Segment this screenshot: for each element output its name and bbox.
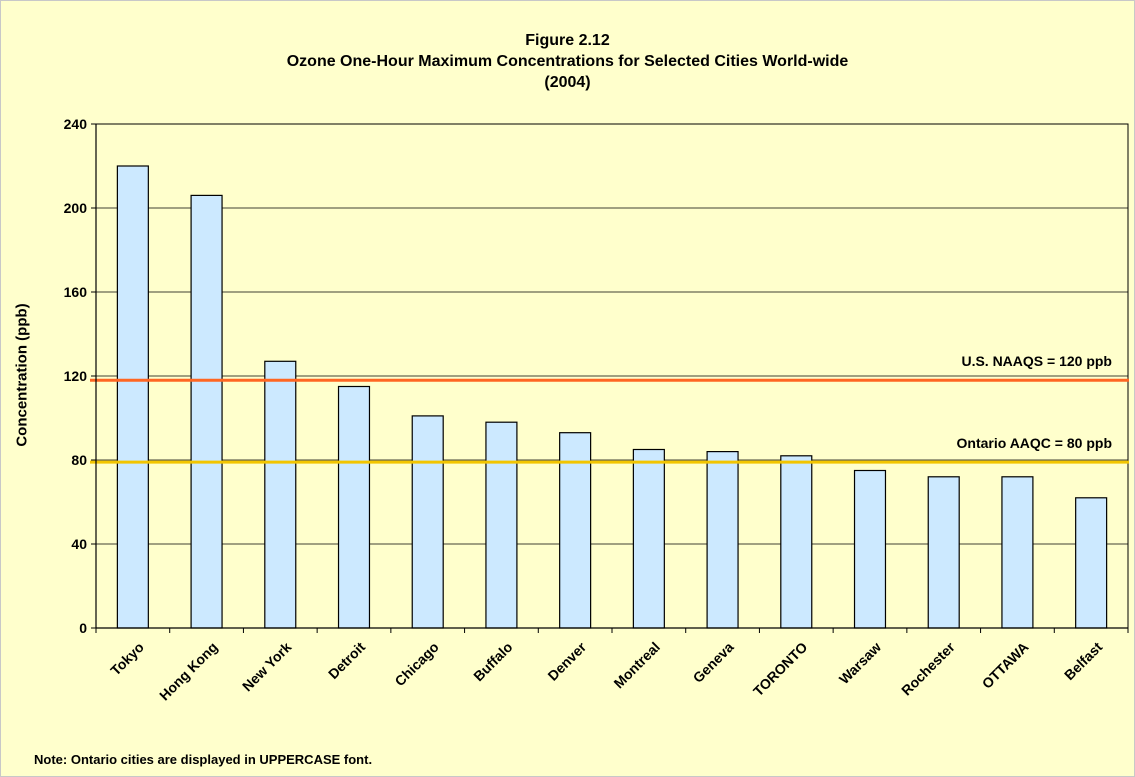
y-tick-label: 200 — [64, 200, 88, 216]
gridlines — [95, 123, 1129, 629]
y-tick-labels: 0 40 80 120 160 200 240 — [64, 116, 88, 636]
bar — [780, 455, 813, 629]
bar — [559, 432, 592, 629]
reference-line-label: U.S. NAAQS = 120 ppb — [961, 353, 1112, 369]
x-tick-label: TORONTO — [750, 639, 811, 700]
x-tick-labels: Tokyo Hong Kong New York Detroit Chicago Buff… — [107, 638, 1105, 703]
x-tick-label: Chicago — [391, 639, 441, 689]
x-tick-label: Detroit — [325, 639, 368, 682]
chart-subtitle-year: (2004) — [544, 74, 591, 91]
x-tick-label: New York — [239, 639, 295, 695]
x-tick-label: Buffalo — [470, 639, 515, 684]
reference-line-label: Ontario AAQC = 80 ppb — [957, 435, 1112, 451]
y-tick-label: 40 — [71, 536, 87, 552]
x-tick-label: Hong Kong — [156, 639, 221, 704]
y-tick-label: 160 — [64, 284, 88, 300]
bar — [485, 421, 518, 629]
bar — [853, 469, 887, 629]
bar — [632, 448, 665, 629]
chart-title: Figure 2.12 — [525, 32, 610, 49]
bar — [337, 385, 371, 629]
x-tick-label: Geneva — [690, 639, 737, 686]
bar — [264, 360, 297, 629]
bar — [116, 165, 149, 629]
y-tick-label: 80 — [71, 452, 87, 468]
reference-lines: U.S. NAAQS = 120 ppb Ontario AAQC = 80 pp… — [90, 353, 1129, 464]
axes — [91, 123, 1129, 633]
x-tick-label: Tokyo — [107, 639, 147, 679]
x-tick-label: Montreal — [610, 639, 663, 692]
bars — [116, 165, 1108, 629]
x-tick-label: Rochester — [898, 638, 958, 698]
x-tick-label: Belfast — [1061, 639, 1106, 684]
y-tick-label: 120 — [64, 368, 88, 384]
x-tick-label: Warsaw — [836, 639, 884, 687]
footnote: Note: Ontario cities are displayed in UP… — [34, 752, 373, 767]
bar — [706, 451, 739, 629]
chart-subtitle: Ozone One-Hour Maximum Concentrations fo… — [286, 53, 849, 70]
x-tick-label: OTTAWA — [979, 639, 1032, 692]
bar — [927, 476, 960, 629]
x-tick-label: Denver — [544, 638, 589, 683]
bar — [1075, 497, 1108, 629]
bar — [1001, 476, 1034, 629]
y-tick-label: 240 — [64, 116, 88, 132]
y-tick-label: 0 — [79, 620, 87, 636]
bar — [190, 194, 223, 629]
bar — [411, 415, 444, 629]
